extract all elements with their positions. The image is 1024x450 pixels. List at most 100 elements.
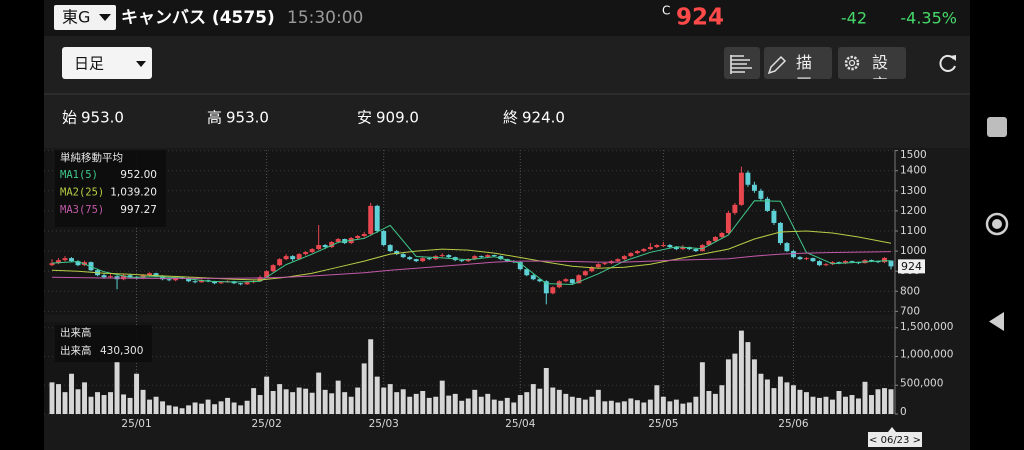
summary-value: 953.0 [226,109,269,127]
y-tick-label: 1300 [900,185,927,197]
volume-bar [706,391,712,414]
candle-body [270,265,276,272]
nav-home[interactable] [985,212,1009,236]
volume-legend-name: 出来高 [60,344,92,357]
button-box[interactable] [724,47,760,79]
ma-legend-title: 単純移動平均 [60,151,123,164]
candle-body [413,259,419,262]
candle-body [62,258,68,261]
period-box[interactable] [62,47,152,79]
volume-bar [400,389,406,414]
market[interactable]: 東G [62,8,90,27]
candle-body [101,275,107,278]
candle-body [582,271,588,276]
candle-body [790,251,796,258]
volume-bar [771,388,777,414]
volume-bar [504,397,510,414]
summary: 始 953.0 高 953.0 安 909.0 終 924.0 [62,109,565,127]
volume-bar [472,389,478,414]
icon-refresh[interactable] [939,54,956,72]
settings-button[interactable]: 設定 [838,47,906,79]
volume-bar [420,391,426,414]
indicator-button[interactable] [724,47,760,79]
volume-bar [95,392,100,414]
x-tick-label: 25/02 [251,418,281,430]
summary-label: 始 [62,109,77,127]
volume-bar [888,389,894,414]
volume-bar [199,403,205,414]
nav-back[interactable] [989,312,1004,331]
volume-bar [641,402,647,414]
volume-bar [875,389,881,414]
candle-body [322,245,328,248]
candle-body [485,255,491,258]
volume-bar [595,389,601,414]
volume-bar [368,339,374,414]
market-select[interactable]: 東G [54,5,116,30]
candle-body [563,279,569,282]
period-select[interactable]: 日足 [62,47,152,79]
candle-body [680,247,686,250]
candle-body [829,262,835,265]
settings-label[interactable]: 設定 [872,53,889,79]
volume-legend-value: 430,300 [100,345,143,357]
candle-body [823,264,829,266]
x-tick-label: 25/04 [505,418,536,430]
volume-bar [745,342,751,414]
x-tick-label: 25/05 [648,418,678,430]
market-box[interactable] [54,5,116,30]
summary-label: 安 [357,109,372,127]
volume-bar [303,388,309,414]
volume-bar [732,353,738,414]
volume-bar [160,401,166,414]
volume-bar [647,399,653,414]
volume-bar [537,388,543,414]
volume-bar [816,397,822,414]
candle-body [257,277,263,282]
candle-body [147,273,153,276]
volume-bar [205,399,211,414]
candle-body [498,256,504,260]
volume-bar [667,401,673,414]
volume-bar [166,405,172,414]
button-box[interactable] [764,47,832,79]
volume-bar [654,385,660,414]
top-bar [44,0,970,36]
volume-bar [101,395,107,414]
candle-body [751,184,757,191]
y-tick-label: 700 [900,305,920,317]
volume-bar [777,376,783,414]
refresh-button[interactable] [939,54,956,72]
volume-bar [244,400,250,414]
volume-bar [680,403,686,414]
volume-bar [361,363,367,414]
volume-bar [62,392,68,414]
volume-bar [309,392,315,414]
volume-bar [433,396,439,414]
volume-bar [589,396,595,414]
candle-body [387,245,393,252]
volume-bar [381,387,387,414]
candle-body [875,261,881,263]
candle-body [472,256,478,260]
volume-bar [251,388,257,414]
volume-legend-box [55,325,152,362]
button-box[interactable] [838,47,906,79]
volume-bar [869,395,874,414]
volume-bar [660,396,666,414]
candle-body [303,252,309,255]
volume-bar [615,402,621,414]
candle-body [628,253,634,257]
candle-body [732,204,738,213]
candle-body [381,230,387,246]
volume-bar [426,397,432,414]
volume-bar [810,396,816,414]
price-plot [44,150,895,315]
draw-button[interactable]: 描画 [764,47,832,79]
volume-bar [673,399,679,414]
nav-recent[interactable] [987,117,1007,137]
draw-label[interactable]: 描画 [796,53,813,79]
candle-body [283,256,289,260]
volume-bar [342,392,348,414]
period[interactable]: 日足 [74,55,104,73]
